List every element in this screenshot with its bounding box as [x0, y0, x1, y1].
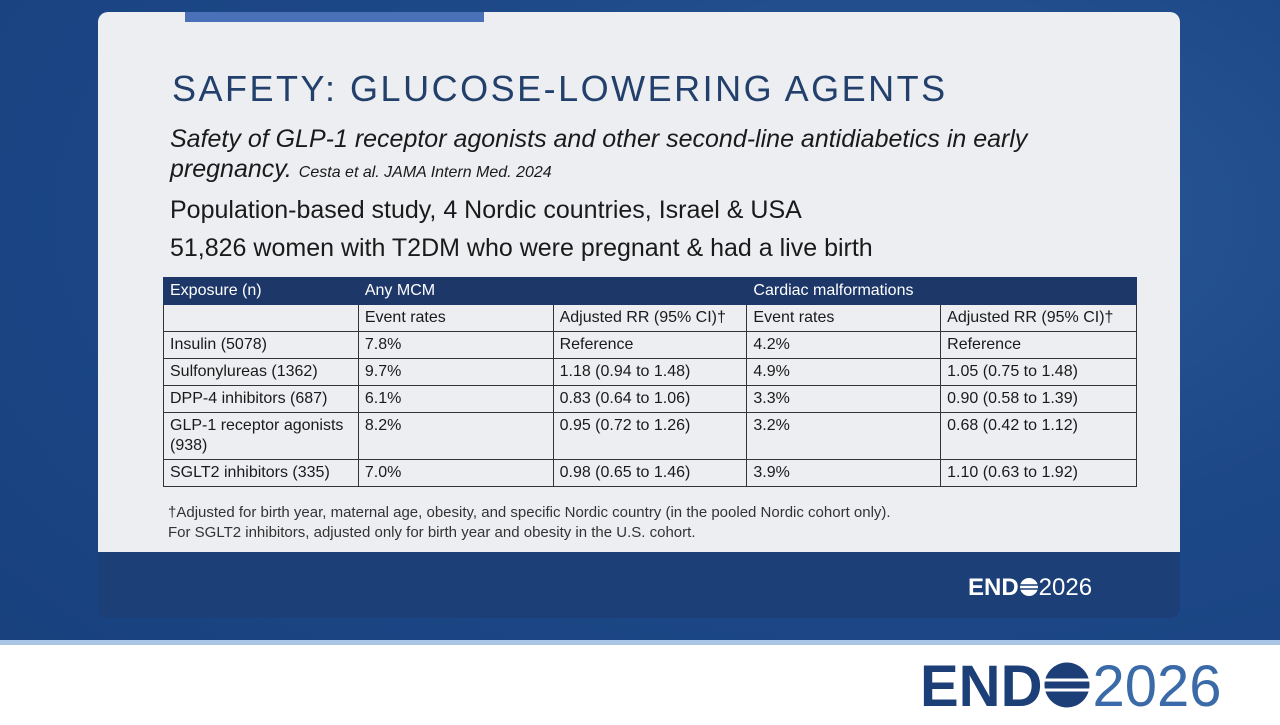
footnote: For SGLT2 inhibitors, adjusted only for … [168, 524, 696, 541]
table-cell: 9.7% [357, 358, 554, 386]
logo-globe [1019, 578, 1038, 596]
slide-card: SAFETY: GLUCOSE-LOWERING AGENTS Safety o… [98, 12, 1180, 618]
table-cell: 0.95 (0.72 to 1.26) [552, 412, 748, 460]
table-cell: 0.98 (0.65 to 1.46) [552, 459, 748, 487]
header-cell: Any MCM [357, 277, 748, 305]
footnote: †Adjusted for birth year, maternal age, … [168, 504, 891, 521]
subheader-cell: Event rates [746, 304, 942, 332]
table-cell: 3.2% [746, 412, 942, 460]
logo-text: END [968, 574, 1019, 601]
table-body: Exposure (n) Any MCM Cardiac malformatio… [163, 277, 1137, 487]
table-cell: DPP-4 inhibitors (687) [163, 385, 359, 413]
subheader-cell: Event rates [357, 304, 554, 332]
table-cell: Reference [552, 331, 748, 359]
table-cell: GLP-1 receptor agonists (938) [163, 412, 359, 460]
bottom-band: END 2026 [0, 640, 1280, 725]
table-row: DPP-4 inhibitors (687) 6.1% 0.83 (0.64 to … [163, 385, 1137, 413]
table-cell: 7.8% [357, 331, 554, 359]
card-logo: END 2026 [968, 574, 1092, 602]
empty-cell [163, 304, 359, 332]
table-cell: 0.83 (0.64 to 1.06) [552, 385, 748, 413]
table-cell: 4.2% [746, 331, 942, 359]
table-cell: 4.9% [746, 358, 942, 386]
info-line: 51,826 women with T2DM who were pregnant… [170, 234, 873, 262]
table-row: SGLT2 inhibitors (335) 7.0% 0.98 (0.65 to … [163, 459, 1137, 487]
subheader-cell: Adjusted RR (95% CI)† [940, 304, 1137, 332]
table-row: Insulin (5078) 7.8% Reference 4.2% Reference [163, 331, 1137, 359]
subheader-row: Event rates Adjusted RR (95% CI)† Event … [163, 304, 1137, 332]
results-table: Exposure (n) Any MCM Cardiac malformatio… [163, 277, 1137, 487]
subheader-cell: Adjusted RR (95% CI)† [552, 304, 748, 332]
table-row: GLP-1 receptor agonists (938) 8.2% 0.95 (0… [163, 412, 1137, 460]
table-cell: 0.90 (0.58 to 1.39) [940, 385, 1137, 413]
slide-title: SAFETY: GLUCOSE-LOWERING AGENTS [172, 68, 948, 109]
table-cell: 1.18 (0.94 to 1.48) [552, 358, 748, 386]
table-cell: SGLT2 inhibitors (335) [163, 459, 359, 487]
footer-logo: END 2026 [920, 653, 1222, 720]
table-cell: 6.1% [357, 385, 554, 413]
logo-text: 2026 [1038, 574, 1093, 601]
table-cell: Reference [940, 331, 1137, 359]
table-cell: 7.0% [357, 459, 554, 487]
citation: Cesta et al. JAMA Intern Med. 2024 [298, 164, 552, 181]
info-line: Population-based study, 4 Nordic countri… [170, 196, 802, 224]
table-cell: 1.05 (0.75 to 1.48) [940, 358, 1137, 386]
table-cell: Sulfonylureas (1362) [163, 358, 359, 386]
table-cell: Insulin (5078) [163, 331, 359, 359]
table-cell: 0.68 (0.42 to 1.12) [940, 412, 1137, 460]
logo-text: 2026 [1092, 654, 1222, 719]
logo-text: END [920, 654, 1043, 719]
header-cell: Exposure (n) [163, 277, 359, 305]
table-row: Sulfonylureas (1362) 9.7% 1.18 (0.94 to 1.… [163, 358, 1137, 386]
logo-globe [1044, 662, 1090, 708]
table-cell: 3.3% [746, 385, 942, 413]
header-cell: Cardiac malformations [746, 277, 1137, 305]
header-row: Exposure (n) Any MCM Cardiac malformatio… [163, 277, 1137, 305]
table-cell: 1.10 (0.63 to 1.92) [940, 459, 1137, 487]
subtitle: Safety of GLP-1 receptor agonists and ot… [170, 124, 1070, 188]
table-cell: 8.2% [357, 412, 554, 460]
table-cell: 3.9% [746, 459, 942, 487]
accent-bar [185, 12, 484, 22]
subtitle-text: Safety of GLP-1 receptor agonists and ot… [170, 125, 1028, 183]
